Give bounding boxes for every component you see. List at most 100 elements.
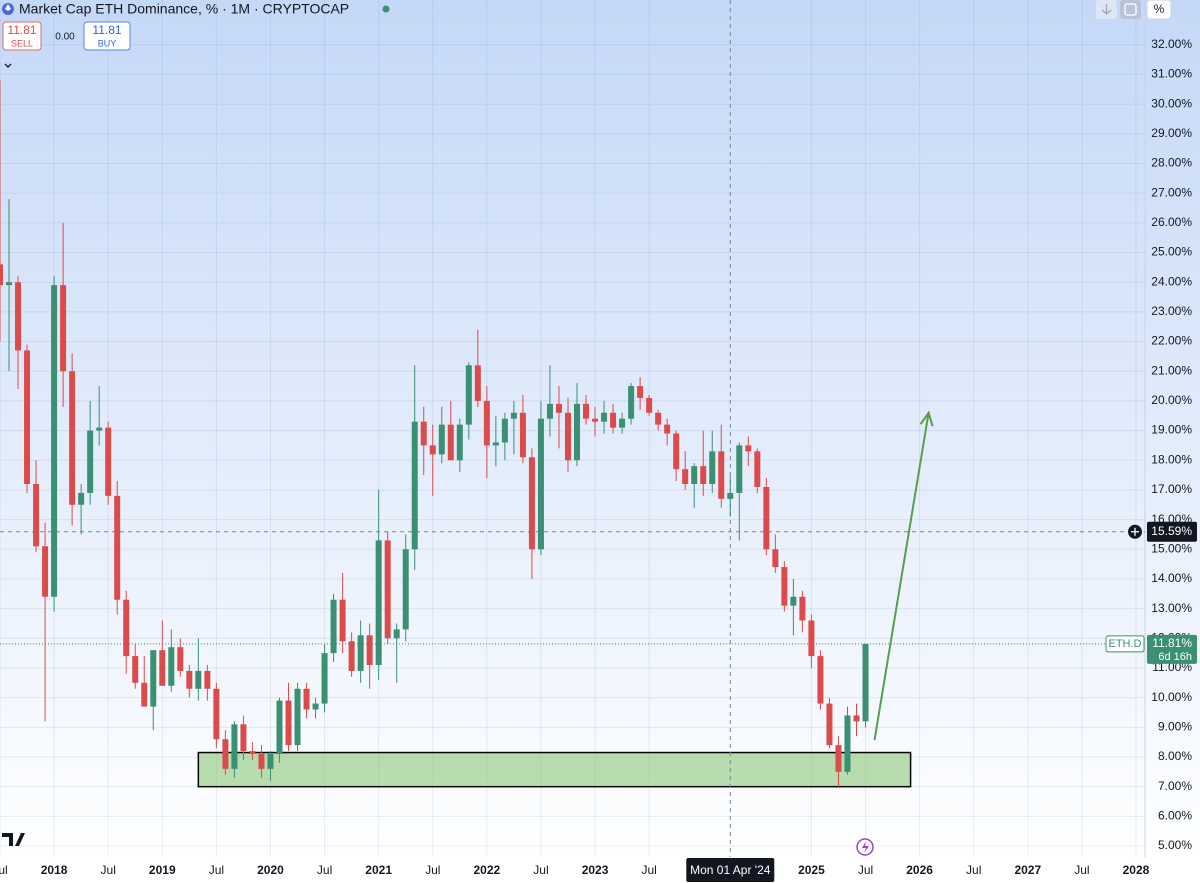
candle-body [402, 549, 409, 630]
candle-body [60, 285, 67, 372]
x-tick-label: Jul [317, 863, 332, 877]
chart-title: Market Cap ETH Dominance, % · 1M · CRYPT… [19, 1, 349, 17]
candle-body [637, 386, 644, 398]
y-tick-label: 9.00% [1158, 719, 1192, 733]
spread: 0.00 [55, 32, 75, 43]
x-tick-label: Jul [0, 863, 8, 877]
x-tick-label: 2023 [582, 863, 609, 877]
overlay: 5.00%6.00%7.00%8.00%9.00%10.00%11.00%12.… [0, 37, 1197, 882]
candle-body [420, 421, 427, 446]
candle-body [592, 418, 599, 422]
candle-body [240, 724, 247, 752]
y-tick-label: 30.00% [1151, 96, 1192, 110]
candle-body [583, 403, 590, 419]
candle-body [835, 745, 842, 772]
last-price-box [1147, 634, 1197, 664]
candle-body [141, 682, 148, 707]
x-tick-label: 2025 [798, 863, 825, 877]
candle-body [655, 412, 662, 425]
y-tick-label: 14.00% [1151, 571, 1192, 585]
candle-body [123, 599, 130, 657]
y-tick-label: 31.00% [1151, 67, 1192, 81]
countdown-label: 6d 16h [1158, 651, 1192, 663]
candle-body [601, 412, 608, 422]
plot-background [0, 0, 1200, 857]
candle-body [781, 567, 788, 606]
candle-body [87, 430, 94, 493]
status-dot [382, 5, 390, 13]
candle-body [231, 724, 238, 769]
sell-button[interactable] [2, 21, 42, 51]
candle-body [33, 483, 40, 547]
candle-body [267, 754, 274, 769]
percent-label: % [1154, 2, 1165, 16]
candle-body [483, 400, 490, 446]
collapse-chevron[interactable] [4, 63, 12, 68]
candle-body [691, 466, 698, 484]
candle-body [42, 546, 49, 597]
candle-body [249, 751, 256, 755]
candle-body [258, 754, 265, 769]
candle-body [501, 418, 508, 443]
crosshair-price-box [1147, 521, 1197, 542]
y-tick-label: 24.00% [1151, 274, 1192, 288]
candle-body [664, 424, 671, 434]
candle-body [285, 700, 292, 746]
candle-body [817, 656, 824, 704]
candle-body [862, 643, 869, 722]
marks [0, 0, 1145, 857]
crosshair-price-label: 15.59% [1151, 524, 1192, 538]
candle-body [610, 412, 617, 428]
candle-body [186, 670, 193, 689]
x-tick-label: Jul [533, 863, 548, 877]
y-tick-label: 27.00% [1151, 185, 1192, 199]
symbol-icon-glyph [5, 4, 11, 11]
candle-body [429, 445, 436, 455]
candle-body [375, 540, 382, 666]
candle-body [411, 421, 418, 550]
x-tick-label: 2027 [1014, 863, 1041, 877]
candle-body [709, 451, 716, 484]
candle-body [564, 412, 571, 461]
sell-label: SELL [11, 38, 33, 48]
candle-body [646, 397, 653, 413]
x-tick-label: Jul [966, 863, 981, 877]
x-tick-label: Jul [641, 863, 656, 877]
x-tick-label: 2018 [41, 863, 68, 877]
y-tick-label: 10.00% [1151, 690, 1192, 704]
candle-body [330, 599, 337, 654]
projection-arrow [873, 412, 930, 741]
candle-body [0, 264, 3, 286]
y-tick-label: 15.00% [1151, 541, 1192, 555]
alert-glyph [862, 841, 869, 853]
candle-body [808, 620, 815, 657]
candle-body [799, 596, 806, 621]
candle-body [114, 495, 121, 600]
candle-body [844, 715, 851, 772]
candle-body [546, 403, 553, 419]
reset-button[interactable] [1120, 0, 1141, 19]
x-tick-label: Jul [1074, 863, 1089, 877]
candle-body [348, 641, 355, 671]
candle-body [6, 282, 13, 286]
y-tick-label: 13.00% [1151, 601, 1192, 615]
y-tick-label: 17.00% [1151, 482, 1192, 496]
y-tick-label: 29.00% [1151, 126, 1192, 140]
percent-button[interactable] [1146, 0, 1172, 20]
candle-body [213, 688, 220, 740]
x-tick-label: 2019 [149, 863, 176, 877]
y-tick-label: 19.00% [1151, 423, 1192, 437]
y-tick-label: 23.00% [1151, 304, 1192, 318]
candle-body [222, 739, 229, 769]
buy-button[interactable] [83, 21, 131, 51]
x-tick-label: Jul [858, 863, 873, 877]
crosshair-date-box [686, 858, 775, 882]
logo [2, 833, 25, 846]
candle-body [772, 549, 779, 568]
last-price-label: 11.81% [1152, 636, 1192, 650]
y-tick-label: 28.00% [1151, 156, 1192, 170]
candle-body [474, 365, 481, 401]
y-tick-label: 7.00% [1158, 779, 1192, 793]
x-tick-label: 2021 [365, 863, 392, 877]
